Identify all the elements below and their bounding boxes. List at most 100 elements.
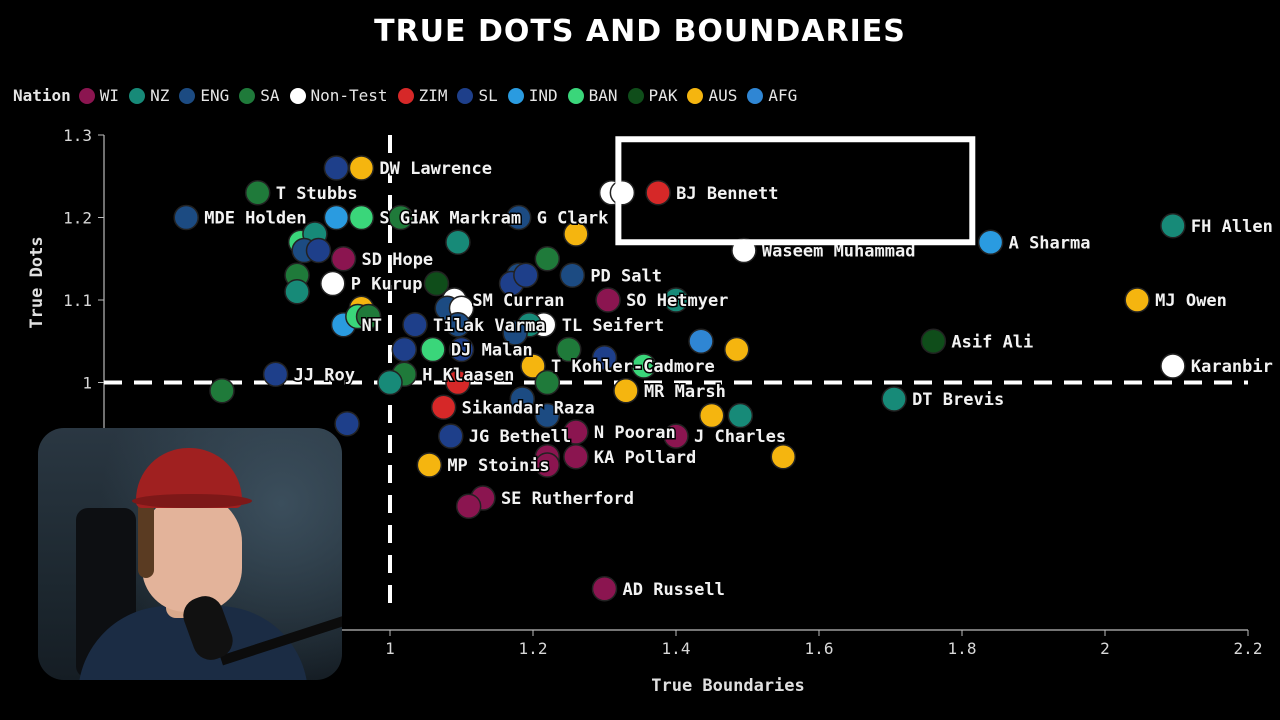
legend-label: WI xyxy=(99,86,120,105)
data-point xyxy=(591,345,618,371)
legend-swatch xyxy=(507,87,524,104)
data-point xyxy=(284,279,310,305)
x-tick-label: 1.2 xyxy=(519,639,548,658)
data-point xyxy=(244,180,271,206)
chart-title: TRUE DOTS AND BOUNDARIES xyxy=(374,14,906,49)
legend-swatch xyxy=(687,87,704,104)
webcam-overlay xyxy=(38,428,342,680)
data-point-label: NT xyxy=(362,316,382,336)
data-point-label: Tilak Varma xyxy=(433,316,546,336)
data-point xyxy=(724,336,750,363)
webcam-person-hair xyxy=(138,498,154,578)
data-point-label: Sikandar Raza xyxy=(462,398,595,418)
webcam-person-face xyxy=(142,494,242,612)
data-point-label: KA Pollard xyxy=(594,448,696,468)
y-tick-label: 1.3 xyxy=(63,126,92,145)
data-point-label: BJ Bennett xyxy=(676,184,778,204)
legend-item-pak: PAK xyxy=(627,86,677,105)
data-point xyxy=(391,336,418,363)
legend-item-wi: WI xyxy=(78,86,120,105)
data-point-label: H Klaasen xyxy=(422,365,514,385)
x-tick-label: 1.8 xyxy=(948,639,977,658)
data-point-label: T Stubbs xyxy=(276,184,358,204)
x-axis-label: True Boundaries xyxy=(651,676,805,696)
legend-item-nz: NZ xyxy=(129,86,169,105)
data-point-label: SD Hope xyxy=(362,250,434,270)
data-point xyxy=(645,180,671,206)
legend-label: AUS xyxy=(708,86,738,105)
legend-item-non-test: Non-Test xyxy=(289,86,388,105)
data-point-label: MJ Owen xyxy=(1155,291,1227,311)
y-axis-label: True Dots xyxy=(27,236,47,328)
x-tick-label: 1.4 xyxy=(662,639,691,658)
data-point-label: MR Marsh xyxy=(644,382,726,402)
data-point xyxy=(173,204,199,231)
legend-item-eng: ENG xyxy=(179,86,229,105)
data-point-label: G Clark xyxy=(537,209,609,229)
data-point xyxy=(416,452,443,478)
data-point xyxy=(770,444,796,470)
data-point-label: DJ Malan xyxy=(451,341,533,361)
legend-item-sa: SA xyxy=(239,86,280,105)
y-tick-label: 1.1 xyxy=(63,291,92,310)
data-point xyxy=(591,576,618,602)
data-point xyxy=(609,180,636,206)
data-point-label: SE Rutherford xyxy=(501,489,634,509)
data-point-label: DT Brevis xyxy=(912,390,1004,410)
data-point xyxy=(402,312,428,338)
data-point-label: MDE Holden xyxy=(204,209,306,229)
legend-item-ban: BAN xyxy=(567,86,618,105)
data-point xyxy=(1160,213,1186,239)
data-point xyxy=(505,204,532,231)
data-point-label: Asif Ali xyxy=(951,332,1033,352)
legend-item-ind: IND xyxy=(507,86,558,105)
data-point xyxy=(613,378,639,404)
data-point xyxy=(563,444,589,470)
x-tick-label: 1.6 xyxy=(805,639,834,658)
legend-swatch xyxy=(289,87,306,104)
data-point xyxy=(688,328,714,354)
data-point xyxy=(348,155,375,181)
y-tick-label: 1 xyxy=(82,374,92,393)
data-point xyxy=(559,262,586,288)
legend-label: Non-Test xyxy=(310,86,388,105)
legend-label: NZ xyxy=(150,86,170,105)
data-point-label: DW Lawrence xyxy=(379,159,492,179)
data-point xyxy=(663,423,689,449)
data-point xyxy=(1160,353,1186,379)
data-point xyxy=(262,361,289,387)
data-point xyxy=(502,320,528,346)
data-point xyxy=(438,423,464,449)
data-point-label: TL Seifert xyxy=(562,316,664,336)
x-tick-label: 2.2 xyxy=(1234,639,1263,658)
data-point-label: Karanbir Singh xyxy=(1191,357,1280,377)
data-point xyxy=(509,386,536,412)
x-tick-label: 1 xyxy=(385,639,395,658)
legend-swatch xyxy=(179,87,196,104)
data-point xyxy=(520,353,546,379)
legend-item-aus: AUS xyxy=(687,86,737,105)
data-point xyxy=(563,221,589,247)
data-point xyxy=(663,287,689,313)
data-point xyxy=(534,452,561,478)
data-point xyxy=(1124,287,1150,313)
data-point-label: J Charles xyxy=(694,427,786,447)
data-point xyxy=(445,229,471,255)
data-point xyxy=(977,229,1004,255)
legend-item-sl: SL xyxy=(457,86,498,105)
data-point xyxy=(920,328,947,354)
legend-swatch xyxy=(239,87,256,104)
data-point-label: MP Stoinis xyxy=(447,456,549,476)
legend-swatch xyxy=(457,87,474,104)
data-point xyxy=(448,336,475,363)
legend-swatch xyxy=(627,87,644,104)
data-point xyxy=(377,369,403,396)
data-point-label: AD Russell xyxy=(623,580,725,600)
data-point xyxy=(513,262,539,288)
legend: Nation WI NZ ENG SA Non-Test ZIM SL IND BAN PAK AU… xyxy=(13,86,801,105)
data-point xyxy=(445,312,471,338)
legend-items: WI NZ ENG SA Non-Test ZIM SL IND BAN PAK AUS AFG xyxy=(78,86,801,105)
data-point xyxy=(209,378,235,404)
legend-label: SL xyxy=(478,86,498,105)
